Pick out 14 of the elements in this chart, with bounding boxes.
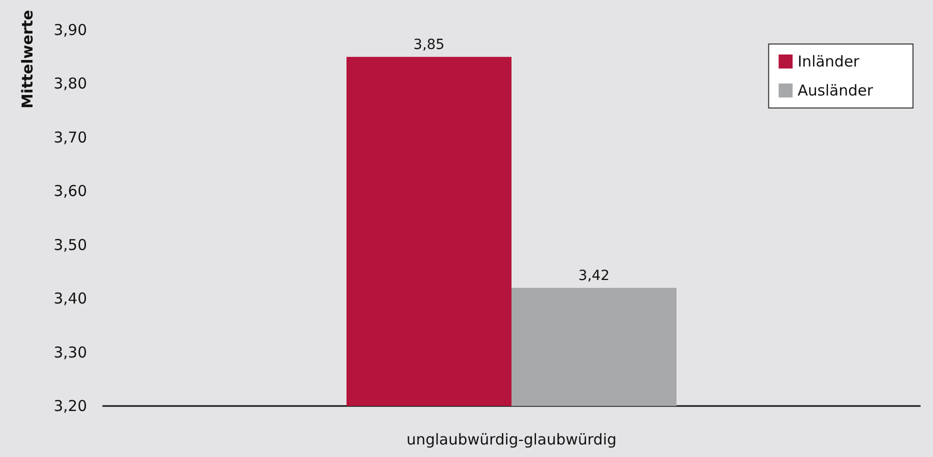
legend-label: Ausländer bbox=[798, 82, 874, 100]
legend-label: Inländer bbox=[798, 52, 860, 70]
y-tick-label: 3,20 bbox=[54, 397, 87, 415]
y-tick-label: 3,50 bbox=[54, 236, 87, 254]
y-axis-title: Mittelwerte bbox=[18, 10, 36, 108]
y-tick-label: 3,30 bbox=[54, 343, 87, 362]
x-tick-label: unglaubwürdig-glaubwürdig bbox=[406, 430, 617, 448]
y-tick-label: 3,60 bbox=[54, 182, 87, 200]
y-tick-label: 3,90 bbox=[54, 21, 87, 39]
y-tick-label: 3,40 bbox=[54, 290, 87, 308]
y-tick-label: 3,70 bbox=[54, 128, 87, 146]
data-label: 3,42 bbox=[578, 268, 610, 284]
data-label: 3,85 bbox=[413, 36, 445, 53]
y-tick-label: 3,80 bbox=[54, 74, 87, 93]
